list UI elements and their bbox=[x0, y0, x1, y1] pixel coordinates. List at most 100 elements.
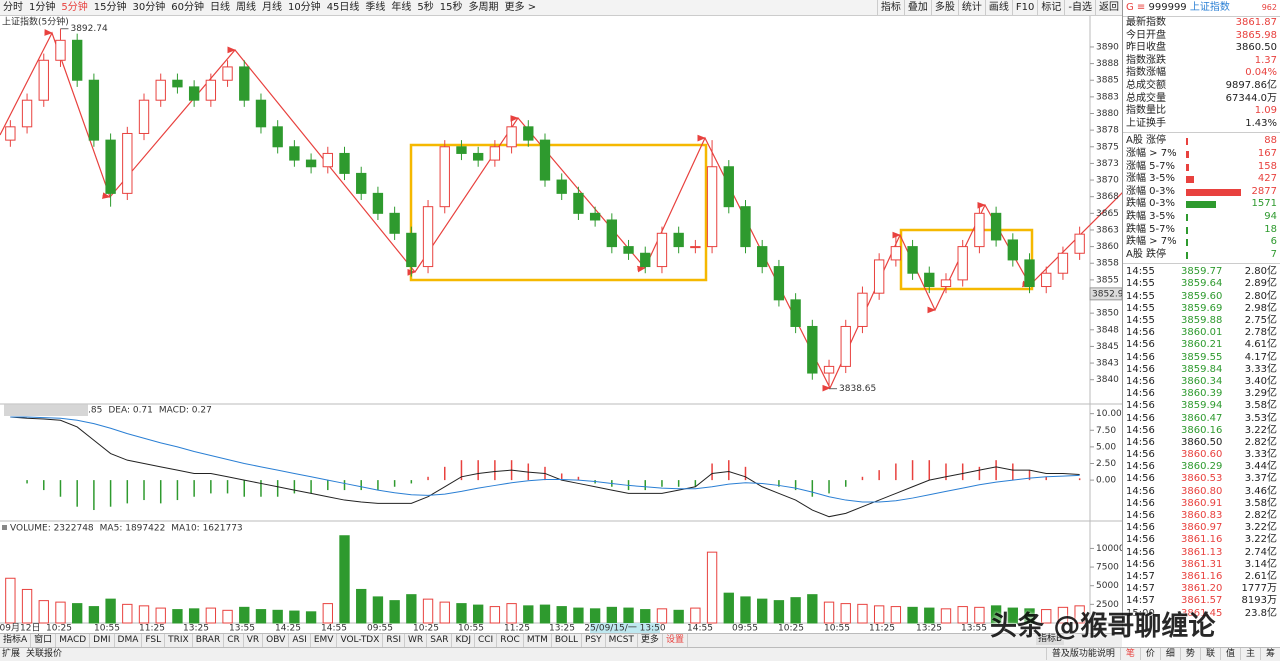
breadth-row: 涨幅 5-7% 158 bbox=[1123, 161, 1280, 174]
period-tab[interactable]: 45日线 bbox=[326, 2, 360, 13]
tick-volume: 3.37亿 bbox=[1244, 473, 1277, 485]
bottom-button[interactable]: 细 bbox=[1159, 648, 1180, 660]
breadth-count: 427 bbox=[1257, 173, 1277, 185]
tool-button[interactable]: 指标 bbox=[876, 0, 904, 15]
tool-button[interactable]: 叠加 bbox=[903, 0, 931, 15]
indicator-tab[interactable]: CCI bbox=[475, 634, 498, 647]
indicator-tab[interactable]: BOLL bbox=[552, 634, 583, 647]
candle-body bbox=[406, 232, 417, 268]
volume-bar bbox=[472, 604, 484, 624]
period-tab[interactable]: 60分钟 bbox=[171, 2, 204, 13]
indicator-tab[interactable]: 窗口 bbox=[31, 634, 57, 647]
indicator-tab[interactable]: KDJ bbox=[452, 634, 475, 647]
bottom-link[interactable]: 扩展 bbox=[2, 649, 21, 659]
x-tick-label: 10:55 bbox=[458, 624, 484, 634]
period-tab[interactable]: 日线 bbox=[209, 2, 230, 13]
indicator-tab[interactable]: TRIX bbox=[165, 634, 193, 647]
candle-body bbox=[38, 59, 49, 101]
y-tick-label: 3840 bbox=[1096, 375, 1119, 385]
period-tab[interactable]: 周线 bbox=[235, 2, 256, 13]
quote-code: 999999 bbox=[1148, 2, 1187, 13]
period-tab[interactable]: 30分钟 bbox=[132, 2, 166, 13]
period-tab[interactable]: 季线 bbox=[365, 2, 386, 13]
period-tab[interactable]: 月线 bbox=[261, 2, 282, 13]
bottom-button[interactable]: 联 bbox=[1199, 648, 1220, 660]
period-tab[interactable]: 15分钟 bbox=[93, 2, 127, 13]
tick-volume: 2.80亿 bbox=[1244, 290, 1277, 302]
indicator-tab[interactable]: OBV bbox=[263, 634, 290, 647]
volume-bar bbox=[589, 608, 601, 624]
tick-row: 14:57 3861.20 1777万 bbox=[1123, 583, 1280, 595]
period-tab[interactable]: 5分钟 bbox=[61, 2, 88, 13]
bottom-button[interactable]: 筹 bbox=[1259, 648, 1280, 660]
candle-body bbox=[723, 166, 734, 208]
y-tick-label: 3863 bbox=[1096, 225, 1119, 235]
tick-row: 14:55 3859.69 2.98亿 bbox=[1123, 303, 1280, 315]
candle-body bbox=[72, 39, 83, 81]
candle-body bbox=[122, 132, 133, 194]
tick-row: 14:56 3861.13 2.74亿 bbox=[1123, 547, 1280, 559]
tool-button[interactable]: 统计 bbox=[957, 0, 985, 15]
candle-body bbox=[606, 219, 618, 248]
tool-button[interactable]: -自选 bbox=[1064, 0, 1095, 15]
volume-bar bbox=[1041, 609, 1052, 624]
tool-button[interactable]: 标记 bbox=[1037, 0, 1064, 15]
indicator-tab[interactable]: FSL bbox=[142, 634, 166, 647]
volume-bar bbox=[38, 600, 49, 624]
indicator-tab[interactable]: CR bbox=[224, 634, 244, 647]
breadth-label: 跌幅 3-5% bbox=[1126, 210, 1176, 222]
indicator-tab[interactable]: MACD bbox=[56, 634, 91, 647]
indicator-tab[interactable]: RSI bbox=[383, 634, 406, 647]
indicator-tab[interactable]: ASI bbox=[289, 634, 311, 647]
bottom-button[interactable]: 值 bbox=[1219, 648, 1240, 660]
indicator-tab[interactable]: MTM bbox=[524, 634, 552, 647]
tick-time: 14:56 bbox=[1126, 497, 1155, 509]
indicator-tab[interactable]: VR bbox=[244, 634, 264, 647]
tool-button[interactable]: 返回 bbox=[1095, 0, 1122, 15]
tool-button[interactable]: 画线 bbox=[984, 0, 1012, 15]
indicator-tab[interactable]: 指标A bbox=[0, 634, 32, 647]
x-tick-label: 10:25 bbox=[46, 624, 72, 634]
volume-bar bbox=[205, 607, 217, 624]
indicator-tab[interactable]: WR bbox=[405, 634, 428, 647]
tick-price: 3860.80 bbox=[1181, 485, 1223, 497]
indicator-tab[interactable]: SAR bbox=[427, 634, 453, 647]
period-tab[interactable]: 更多 > bbox=[504, 2, 537, 13]
volume-bar bbox=[255, 609, 267, 624]
bottom-link[interactable]: 关联报价 bbox=[26, 649, 63, 659]
volume-bar bbox=[823, 601, 835, 624]
candle-body bbox=[974, 212, 985, 248]
indicator-tab[interactable]: 更多 bbox=[638, 634, 663, 647]
period-tab[interactable]: 1分钟 bbox=[29, 2, 56, 13]
indicator-tab[interactable]: PSY bbox=[582, 634, 606, 647]
period-tab[interactable]: 年线 bbox=[391, 2, 412, 13]
tick-price: 3859.64 bbox=[1181, 278, 1223, 290]
tick-volume: 2.78亿 bbox=[1244, 327, 1277, 339]
tick-row: 14:56 3859.84 3.33亿 bbox=[1123, 364, 1280, 376]
bottom-button[interactable]: 主 bbox=[1239, 648, 1260, 660]
indicator-tab[interactable]: VOL-TDX bbox=[337, 634, 384, 647]
stat-row: 总成交量 67344.0万 bbox=[1123, 93, 1280, 106]
bottom-button[interactable]: 势 bbox=[1179, 648, 1200, 660]
indicator-tab[interactable]: ROC bbox=[497, 634, 524, 647]
bottom-button[interactable]: 笔 bbox=[1119, 648, 1140, 660]
indicator-tab[interactable]: DMA bbox=[115, 634, 143, 647]
corner-button[interactable]: 指标B bbox=[1036, 634, 1065, 645]
indicator-tab[interactable]: EMV bbox=[311, 634, 338, 647]
candle-body bbox=[706, 166, 718, 248]
tool-button[interactable]: 多股 bbox=[930, 0, 958, 15]
tick-row: 14:56 3859.94 3.58亿 bbox=[1123, 400, 1280, 412]
period-tab[interactable]: 分时 bbox=[3, 2, 23, 13]
period-tab[interactable]: 5秒 bbox=[417, 2, 434, 13]
indicator-tab[interactable]: MCST bbox=[606, 634, 638, 647]
indicator-tab[interactable]: DMI bbox=[90, 634, 115, 647]
indicator-tab[interactable]: BRAR bbox=[193, 634, 225, 647]
period-tab[interactable]: 15秒 bbox=[439, 2, 463, 13]
x-tick-label: 13:25 bbox=[183, 624, 209, 634]
indicator-tab[interactable]: 设置 bbox=[663, 634, 688, 647]
period-tab[interactable]: 多周期 bbox=[468, 2, 499, 13]
tool-button[interactable]: F10 bbox=[1011, 0, 1037, 15]
period-tab[interactable]: 10分钟 bbox=[287, 2, 321, 13]
bottom-button[interactable]: 价 bbox=[1139, 648, 1160, 660]
bottom-button[interactable]: 普及版功能说明 bbox=[1045, 648, 1120, 660]
